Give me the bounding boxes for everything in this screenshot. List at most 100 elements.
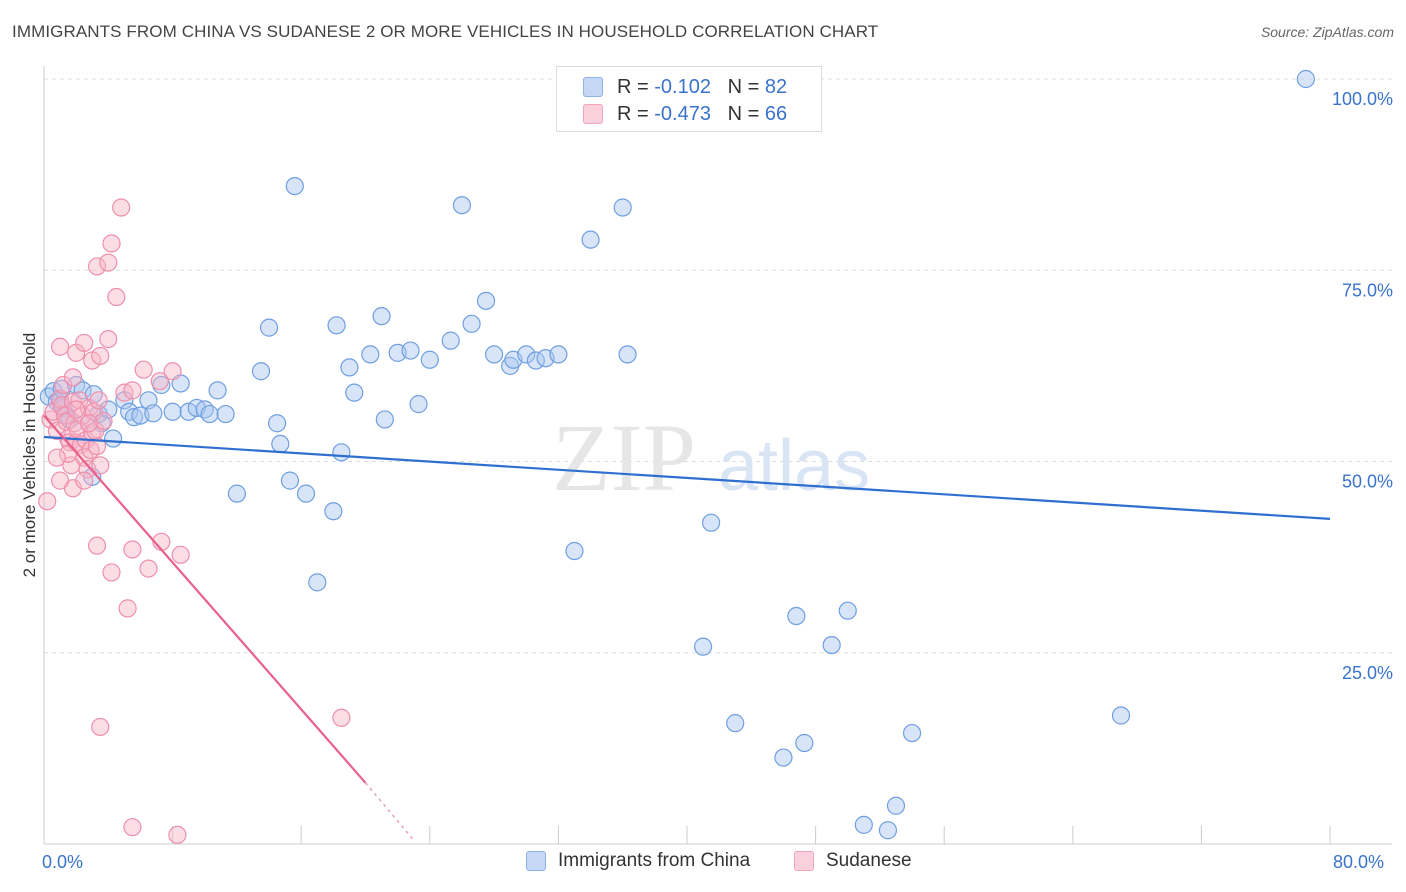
sudanese-point-49	[75, 471, 94, 490]
china-swatch	[583, 77, 603, 97]
china-point-42	[332, 443, 351, 462]
china-point-72	[795, 733, 814, 753]
china-swatch	[526, 851, 546, 871]
sudanese-point-42	[112, 198, 131, 217]
china-point-75	[854, 815, 873, 834]
china-point-30	[216, 404, 235, 424]
china-point-66	[618, 345, 637, 364]
china-label: Immigrants from China	[558, 850, 751, 871]
sudanese-point-65	[47, 448, 66, 467]
sudanese-point-31	[50, 337, 70, 356]
china-point-54	[462, 314, 481, 333]
r-value: -0.473	[654, 102, 711, 125]
y-axis-label: 2 or more Vehicles in Household	[20, 332, 39, 578]
y-tick-label-100: 100.0%	[1332, 89, 1393, 109]
gridlines	[44, 78, 1392, 654]
china-point-47	[375, 410, 394, 429]
y-tick-label-50: 50.0%	[1342, 472, 1393, 492]
china-point-41	[327, 316, 346, 335]
china-point-32	[251, 362, 271, 381]
sudanese-point-54	[139, 559, 158, 578]
china-point-39	[308, 573, 327, 592]
sudanese-point-57	[91, 717, 110, 737]
correlation-legend: R = -0.102 N = 82 R = -0.473 N = 66	[556, 66, 822, 132]
china-point-63	[565, 541, 584, 561]
sudanese-point-38	[87, 257, 107, 276]
china-point-78	[902, 723, 922, 743]
sudanese-trend-extension	[364, 782, 415, 841]
sudanese-point-7	[55, 406, 74, 425]
sudanese-point-64	[67, 400, 86, 419]
china-point-52	[441, 331, 460, 350]
sudanese-point-0	[38, 492, 57, 511]
n-label: N =	[727, 102, 760, 125]
china-point-50	[409, 395, 428, 414]
r-label: R =	[617, 102, 649, 125]
china-point-38	[296, 484, 316, 503]
china-point-40	[324, 502, 343, 521]
legend-item-china: Immigrants from China	[526, 850, 750, 872]
n-label: N =	[727, 75, 760, 98]
china-point-76	[878, 821, 898, 840]
sudanese-point-28	[89, 391, 108, 410]
china-point-14	[99, 400, 118, 419]
sudanese-points	[38, 198, 351, 844]
sudanese-label: Sudanese	[826, 850, 912, 871]
sudanese-point-58	[50, 471, 70, 490]
china-trend-line	[43, 435, 1331, 520]
sudanese-point-56	[171, 545, 190, 564]
sudanese-point-37	[99, 330, 118, 349]
sudanese-point-50	[87, 536, 107, 555]
china-point-15	[104, 429, 123, 448]
china-point-59	[517, 345, 536, 364]
sudanese-swatch	[583, 104, 603, 124]
china-point-55	[476, 291, 496, 310]
sudanese-point-51	[102, 563, 121, 582]
china-point-74	[838, 601, 857, 620]
china-point-68	[702, 513, 721, 532]
china-point-51	[420, 350, 439, 369]
sudanese-swatch	[794, 851, 814, 871]
china-point-70	[774, 748, 793, 767]
china-point-65	[613, 198, 632, 217]
sudanese-point-36	[91, 346, 110, 366]
china-point-67	[693, 637, 713, 656]
china-point-21	[144, 404, 163, 423]
zipatlas-watermark: ZIP atlas	[552, 404, 870, 511]
sudanese-point-41	[107, 287, 126, 307]
x-tick-max: 80.0%	[1333, 852, 1385, 872]
china-point-44	[345, 383, 364, 402]
china-point-34	[267, 414, 287, 433]
china-point-37	[285, 177, 304, 196]
china-point-43	[340, 358, 359, 377]
china-point-56	[485, 345, 504, 364]
r-value: -0.102	[654, 75, 711, 98]
axes	[43, 66, 1392, 845]
sudanese-point-62	[168, 825, 187, 844]
sudanese-point-60	[332, 708, 351, 727]
china-point-73	[822, 635, 841, 655]
sudanese-point-45	[134, 360, 153, 379]
china-points	[39, 69, 1315, 840]
source-label: Source: ZipAtlas.com	[1260, 24, 1394, 40]
china-point-64	[581, 230, 600, 249]
sudanese-point-29	[91, 456, 110, 475]
sudanese-point-47	[163, 362, 182, 381]
watermark-atlas: atlas	[718, 426, 870, 506]
r-label: R =	[617, 75, 649, 98]
sudanese-point-34	[75, 333, 94, 353]
china-point-69	[726, 714, 745, 733]
legend-row-china: R = -0.102 N = 82	[583, 75, 787, 99]
sudanese-point-63	[79, 414, 99, 433]
china-point-79	[1111, 706, 1131, 725]
china-point-49	[401, 341, 420, 360]
n-value: 82	[764, 75, 788, 98]
sudanese-point-25	[84, 402, 103, 421]
legend-item-sudanese: Sudanese	[794, 850, 912, 872]
sudanese-point-44	[123, 381, 142, 400]
sudanese-point-39	[99, 253, 118, 272]
sudanese-point-40	[102, 234, 121, 253]
sudanese-point-32	[63, 368, 83, 387]
china-point-31	[227, 484, 246, 503]
sudanese-trend-line	[43, 414, 367, 784]
